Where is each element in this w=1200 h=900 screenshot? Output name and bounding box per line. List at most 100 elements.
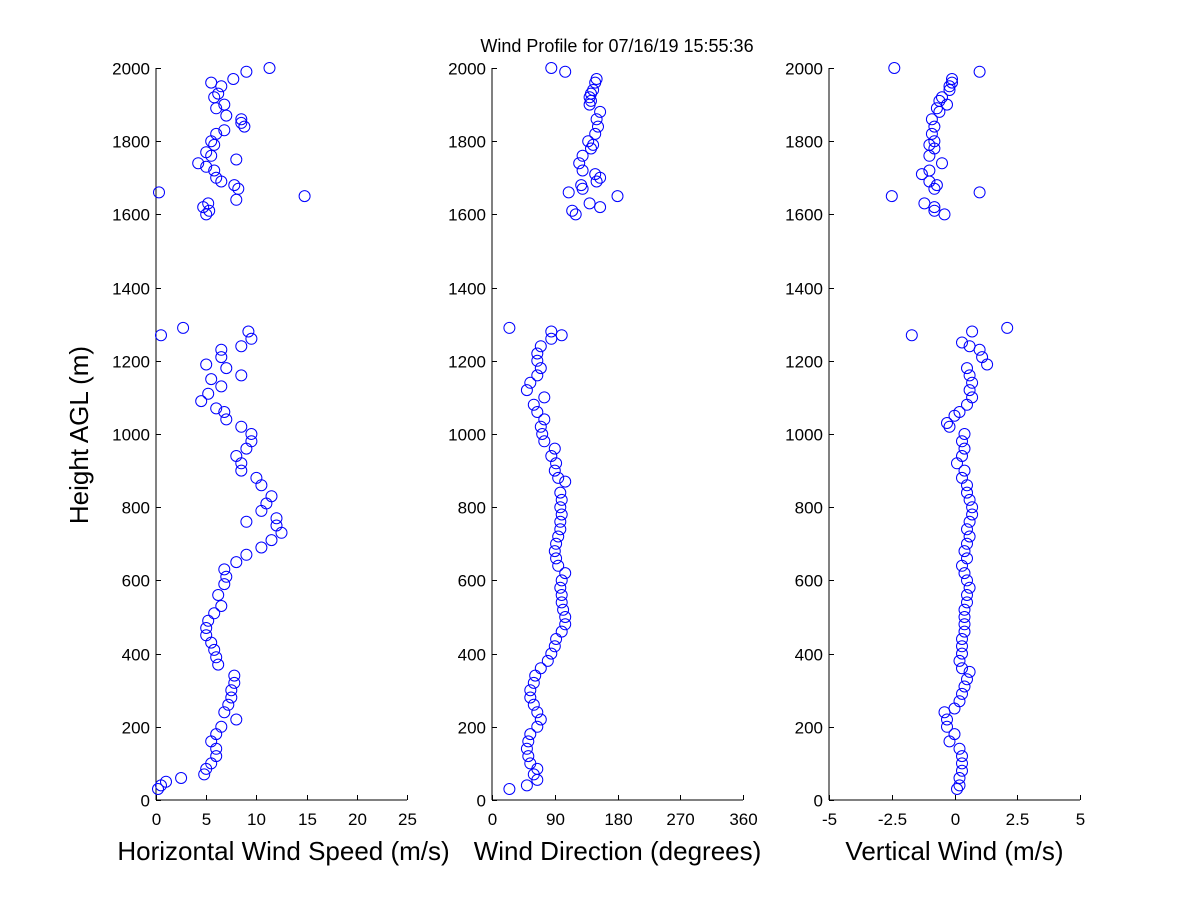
vertical-wind-x-tick-label: 0 (951, 810, 960, 829)
vertical-wind-data-point (930, 102, 943, 115)
direction-data-point (534, 420, 547, 433)
speed-panel: 0 200 400 600 800 1000 1200 1400 1600 1800 2000 0 5 1… (112, 60, 450, 867)
speed-data-point (270, 512, 283, 525)
direction-y-tick-label: 400 (458, 646, 486, 665)
speed-y-tick-label: 800 (122, 499, 150, 518)
vertical-wind-x-tick-label: -2.5 (878, 810, 907, 829)
vertical-wind-x-tick-label: 2.5 (1006, 810, 1030, 829)
speed-y-tick-label: 2000 (112, 60, 150, 79)
direction-data-point (503, 783, 516, 795)
direction-data-point (554, 486, 567, 499)
direction-data-point (555, 493, 568, 506)
speed-data-point (200, 146, 213, 159)
direction-data-point (559, 567, 572, 580)
direction-data-point (548, 442, 561, 455)
vertical-wind-data-point (1001, 321, 1014, 334)
direction-y-tick-label: 1400 (448, 280, 486, 299)
speed-data-point (235, 113, 248, 126)
speed-data-point (195, 395, 208, 408)
vertical-wind-data-point (973, 65, 986, 78)
direction-data-point (534, 662, 547, 675)
direction-data-point (531, 720, 544, 733)
vertical-wind-data-point (923, 164, 936, 177)
direction-data-point (554, 523, 567, 536)
direction-y-tick-label: 2000 (448, 60, 486, 79)
vertical-wind-x-tick-label: 5 (1076, 810, 1085, 829)
vertical-wind-data-point (918, 197, 931, 210)
vertical-wind-data-point (958, 464, 971, 477)
speed-data-point (240, 548, 253, 561)
vertical-wind-data-point (958, 428, 971, 440)
vertical-wind-y-tick-label: 400 (795, 646, 823, 665)
speed-data-point (198, 768, 211, 781)
speed-data-point (215, 600, 228, 612)
direction-data-point (582, 135, 595, 148)
speed-data-point (152, 783, 164, 795)
vertical-wind-data-point (941, 720, 953, 733)
direction-data-point (527, 698, 540, 711)
direction-data-point (534, 340, 547, 353)
vertical-wind-data-point (933, 94, 946, 107)
speed-data-point (228, 676, 241, 689)
speed-data-point (235, 457, 248, 470)
speed-data-point (263, 62, 276, 74)
direction-data-point (527, 398, 540, 411)
speed-data-point (245, 428, 258, 440)
speed-data-point (153, 186, 165, 199)
vertical-wind-data-point (956, 435, 968, 448)
vertical-wind-data-point (956, 640, 968, 653)
speed-data-point (250, 471, 263, 484)
direction-x-tick-label: 360 (729, 810, 757, 829)
direction-data-point (554, 581, 567, 594)
speed-data-point (208, 164, 221, 177)
speed-data-point (200, 160, 213, 173)
speed-data-point (215, 380, 228, 393)
vertical-wind-data-point (961, 486, 973, 499)
direction-data-point (585, 87, 597, 100)
direction-data-point (576, 164, 589, 177)
speed-y-tick-label: 200 (122, 719, 150, 738)
direction-data-point (583, 197, 596, 210)
vertical-wind-data-point (953, 742, 966, 755)
direction-data-point (557, 603, 570, 616)
direction-data-point (562, 186, 575, 199)
speed-data-point (205, 735, 218, 748)
direction-data-point (545, 332, 558, 345)
direction-data-point (550, 552, 563, 565)
direction-data-point (545, 647, 558, 660)
direction-y-tick-label: 1600 (448, 206, 486, 225)
vertical-wind-data-point (956, 647, 968, 660)
speed-data-point (205, 135, 218, 148)
vertical-wind-data-point (961, 537, 973, 550)
speed-data-point (265, 490, 278, 503)
direction-data-point (534, 713, 547, 726)
speed-data-point (230, 193, 243, 206)
speed-y-tick-label: 1000 (112, 426, 150, 445)
speed-data-point (210, 728, 223, 741)
speed-data-point (265, 534, 278, 547)
vertical-wind-data-point (961, 673, 973, 686)
vertical-wind-data-point (958, 625, 971, 638)
vertical-wind-data-point (923, 149, 936, 162)
vertical-wind-data-point (961, 552, 973, 565)
vertical-wind-data-point (951, 783, 963, 795)
vertical-wind-y-tick-label: 1400 (785, 280, 823, 299)
speed-data-point (240, 442, 253, 455)
speed-data-point (175, 772, 188, 784)
speed-y-tick-label: 1200 (112, 353, 150, 372)
vertical-wind-data-point (963, 530, 976, 543)
speed-data-point (215, 80, 228, 93)
direction-data-point (531, 406, 544, 418)
speed-data-point (255, 479, 268, 492)
vertical-wind-data-point (961, 574, 973, 587)
vertical-wind-data-point (956, 687, 968, 700)
vertical-wind-y-tick-label: 0 (814, 792, 823, 811)
vertical-wind-data-point (976, 351, 989, 364)
direction-data-point (559, 65, 572, 78)
direction-data-point (524, 728, 537, 741)
speed-data-point (155, 329, 167, 342)
speed-data-point (220, 570, 233, 583)
speed-data-point (177, 321, 190, 334)
speed-y-tick-label: 1800 (112, 133, 150, 152)
